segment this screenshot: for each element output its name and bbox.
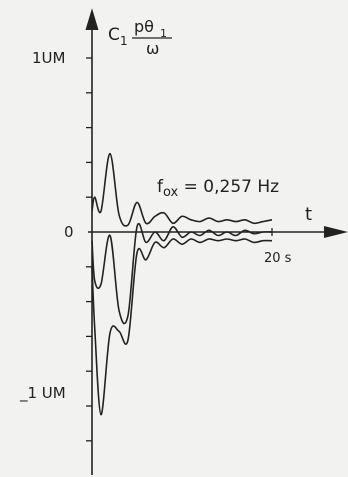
series-line-2 (91, 223, 273, 325)
frequency-annotation: fox = 0,257 Hz (157, 177, 279, 200)
series-line-1 (91, 152, 273, 227)
curves (91, 152, 273, 416)
x-axis-label: t (305, 204, 312, 225)
y-axis-label-prefix-sub: 1 (120, 34, 128, 48)
series-line-3 (91, 238, 273, 416)
x-axis-arrowhead (324, 226, 348, 238)
y-tick-label-bottom: _1 UM (19, 384, 66, 403)
y-axis-label-denominator: ω (146, 39, 159, 58)
y-axis-arrowhead (85, 8, 99, 31)
y-tick-label-zero: 0 (64, 223, 74, 241)
y-axis-label-numerator: pθ (134, 17, 154, 36)
y-axis-label-numerator-sub: 1 (160, 27, 167, 40)
y-axis-label-prefix: C (108, 25, 120, 45)
y-tick-label-top: 1UM (32, 49, 65, 67)
x-tick-label: 20 s (264, 251, 292, 266)
y-axis-ticks (86, 57, 92, 442)
